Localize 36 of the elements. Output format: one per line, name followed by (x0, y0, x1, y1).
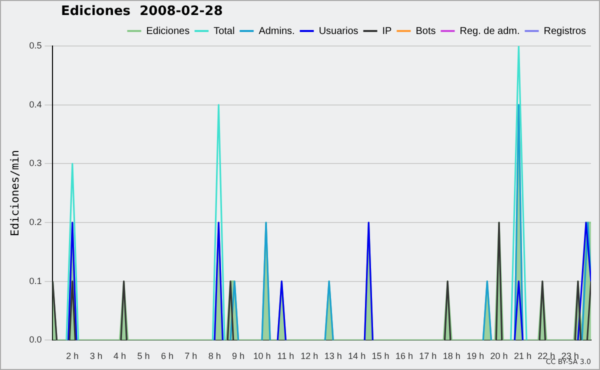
x-tick-label: 6 h (160, 351, 174, 362)
x-tick-label: 5 h (137, 351, 150, 362)
x-tick-label: 4 h (114, 351, 126, 362)
x-tick-label: 19 h (466, 351, 484, 362)
x-tick-label: 10 h (253, 351, 271, 362)
x-tick-label: 12 h (300, 351, 318, 362)
y-tick-label: 0.5 (29, 40, 42, 50)
legend-label: Registros (544, 26, 586, 37)
x-tick-label: 17 h (419, 351, 437, 362)
x-tick-label: 9 h (232, 351, 245, 362)
x-tick-label: 20 h (490, 351, 508, 362)
x-tick-label: 15 h (372, 351, 390, 362)
y-tick-label: 0.0 (29, 334, 42, 345)
x-tick-label: 21 h (514, 351, 532, 362)
y-tick-label: 0.3 (29, 158, 42, 168)
x-tick-label: 7 h (184, 351, 198, 362)
legend-label: Usuarios (318, 26, 358, 37)
legend-label: IP (382, 26, 392, 37)
legend-label: Admins. (258, 26, 295, 37)
x-tick-label: 2 h (66, 351, 79, 362)
legend-label: Total (214, 26, 235, 37)
y-tick-label: 0.4 (29, 99, 42, 110)
y-tick-label: 0.1 (29, 276, 42, 286)
legend-label: Ediciones (146, 26, 190, 37)
y-axis-title: Ediciones/min (8, 150, 22, 236)
y-tick-label: 0.2 (29, 217, 42, 228)
x-tick-label: 16 h (395, 351, 413, 362)
legend-label: Reg. de adm. (460, 26, 520, 37)
x-tick-label: 8 h (208, 351, 221, 362)
x-tick-label: 13 h (324, 351, 342, 362)
x-tick-label: 14 h (348, 351, 366, 362)
chart-title: Ediciones 2008-02-28 (61, 4, 223, 19)
x-tick-label: 3 h (90, 351, 102, 362)
x-tick-label: 18 h (442, 351, 460, 362)
x-tick-label: 11 h (277, 351, 294, 362)
legend-label: Bots (416, 26, 436, 37)
